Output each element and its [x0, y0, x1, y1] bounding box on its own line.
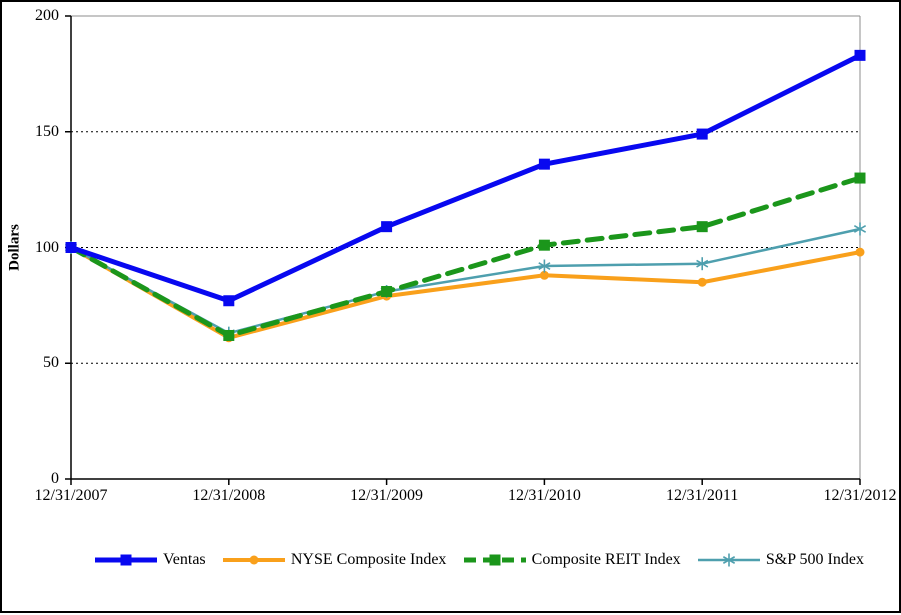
- legend-label-nyse-composite-index: NYSE Composite Index: [290, 551, 447, 568]
- series-s-p-500-index-line: [69, 227, 862, 335]
- series-nyse-composite-index-marker: [855, 247, 865, 257]
- x-tick-label: 12/31/2008: [192, 487, 266, 504]
- legend-swatch-nyse-composite-index: [222, 555, 285, 565]
- y-tick-label: 200: [35, 7, 59, 24]
- series-s-p-500-index: [64, 222, 867, 340]
- legend-label-ventas: Ventas: [163, 551, 206, 568]
- legend-s-p-500-index-marker: [722, 553, 735, 567]
- legend-ventas-marker: [120, 554, 132, 566]
- legend-label-composite-reit-index: Composite REIT Index: [531, 551, 681, 568]
- legend-nyse-composite-index-marker: [249, 555, 259, 565]
- legend-composite-reit-index-marker: [489, 554, 501, 566]
- series-ventas-line: [68, 52, 863, 304]
- y-tick-label: 150: [35, 122, 59, 140]
- series-nyse-composite-index: [66, 243, 865, 343]
- series-nyse-composite-index-line: [69, 245, 862, 340]
- series-composite-reit-index-marker: [538, 239, 550, 251]
- series-ventas: [65, 49, 866, 307]
- series-ventas-marker: [538, 158, 550, 170]
- x-tick-label: 12/31/2010: [507, 487, 581, 504]
- series-composite-reit-index-marker: [381, 285, 393, 297]
- legend-item-composite-reit-index: Composite REIT Index: [463, 551, 681, 569]
- series-nyse-composite-index-marker: [697, 277, 707, 287]
- series-ventas-marker: [854, 49, 866, 61]
- series-ventas-marker: [696, 128, 708, 140]
- series-s-p-500-index-marker: [538, 259, 551, 273]
- legend-swatch-composite-reit-index: [463, 554, 526, 566]
- series-s-p-500-index-marker: [853, 222, 867, 236]
- series-ventas-marker: [223, 295, 235, 307]
- series-composite-reit-index-line: [68, 175, 863, 338]
- y-tick-label: 50: [43, 354, 59, 372]
- legend-item-nyse-composite-index: NYSE Composite Index: [222, 551, 447, 569]
- legend-item-s-p-500-index: S&P 500 Index: [697, 551, 864, 569]
- legend-swatch-ventas: [95, 554, 157, 566]
- legend: Ventas NYSE Composite Index Composite REIT…: [94, 551, 864, 569]
- x-tick-label: 12/31/2012: [823, 487, 897, 504]
- y-tick-label: 100: [35, 238, 59, 256]
- series-ventas-marker: [65, 242, 77, 253]
- legend-label-s-p-500-index: S&P 500 Index: [765, 551, 864, 568]
- series-composite-reit-index-marker: [854, 172, 866, 184]
- x-tick-label: 12/31/2011: [666, 487, 739, 504]
- series-composite-reit-index-marker: [696, 221, 708, 233]
- series-nyse-composite-index-marker: [539, 270, 549, 280]
- x-tick-label: 12/31/2007: [34, 487, 108, 504]
- legend-item-ventas: Ventas: [94, 551, 206, 569]
- x-tick-label: 12/31/2009: [350, 487, 424, 504]
- y-tick-label: 0: [51, 470, 59, 487]
- series-s-p-500-index-marker: [696, 257, 709, 271]
- series-ventas-marker: [381, 221, 393, 233]
- legend-swatch-s-p-500-index: [697, 553, 760, 567]
- series-composite-reit-index-marker: [223, 329, 235, 341]
